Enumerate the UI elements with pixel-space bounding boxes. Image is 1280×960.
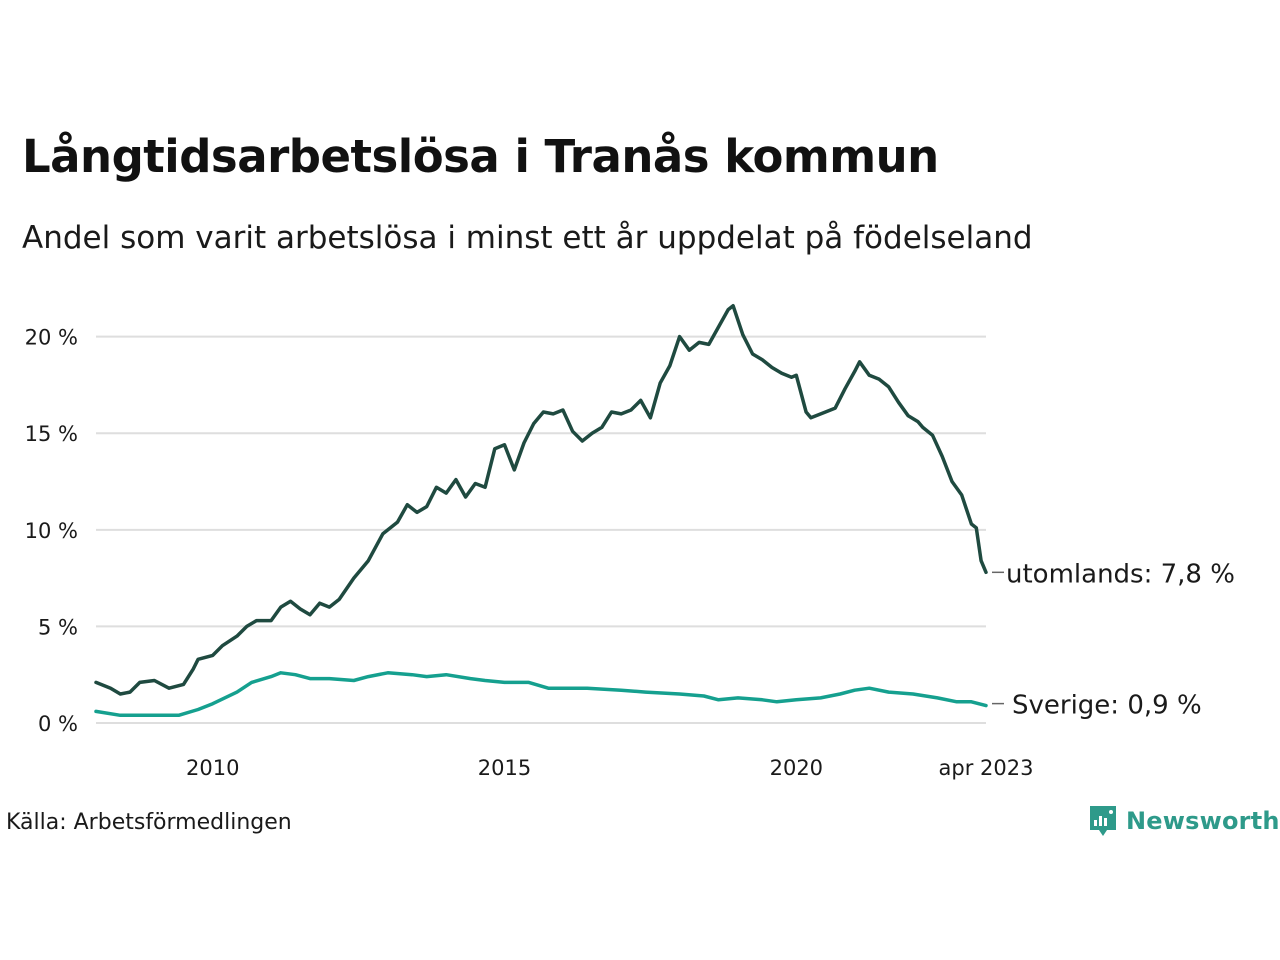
- y-tick-label: 0 %: [38, 712, 78, 736]
- newsworthy-logo-icon: [1090, 806, 1116, 836]
- y-tick-label: 20 %: [25, 326, 78, 350]
- x-tick-label: apr 2023: [939, 756, 1034, 780]
- x-tick-label: 2020: [770, 756, 823, 780]
- y-tick-label: 15 %: [25, 422, 78, 446]
- line-chart: 0 % 5 % 10 % 15 % 20 % 2010 2015 2020 apr 2023 ut…: [25, 303, 1235, 780]
- end-label-sverige: Sverige: 0,9 %: [1012, 691, 1202, 721]
- y-tick-label: 5 %: [38, 615, 78, 639]
- series-line-utomlands: [94, 303, 988, 696]
- source-note: Källa: Arbetsförmedlingen: [6, 810, 292, 835]
- x-tick-label: 2010: [186, 756, 239, 780]
- end-label-utomlands: utomlands: 7,8 %: [1006, 559, 1235, 589]
- chart-title: Långtidsarbetslösa i Tranås kommun: [22, 130, 939, 183]
- brand-name: Newsworthy: [1126, 807, 1280, 835]
- x-tick-label: 2015: [478, 756, 531, 780]
- y-tick-label: 10 %: [25, 519, 78, 543]
- brand: Newsworthy: [1088, 804, 1280, 838]
- chart-subtitle: Andel som varit arbetslösa i minst ett å…: [22, 220, 1033, 256]
- series-line-sverige: [94, 671, 988, 718]
